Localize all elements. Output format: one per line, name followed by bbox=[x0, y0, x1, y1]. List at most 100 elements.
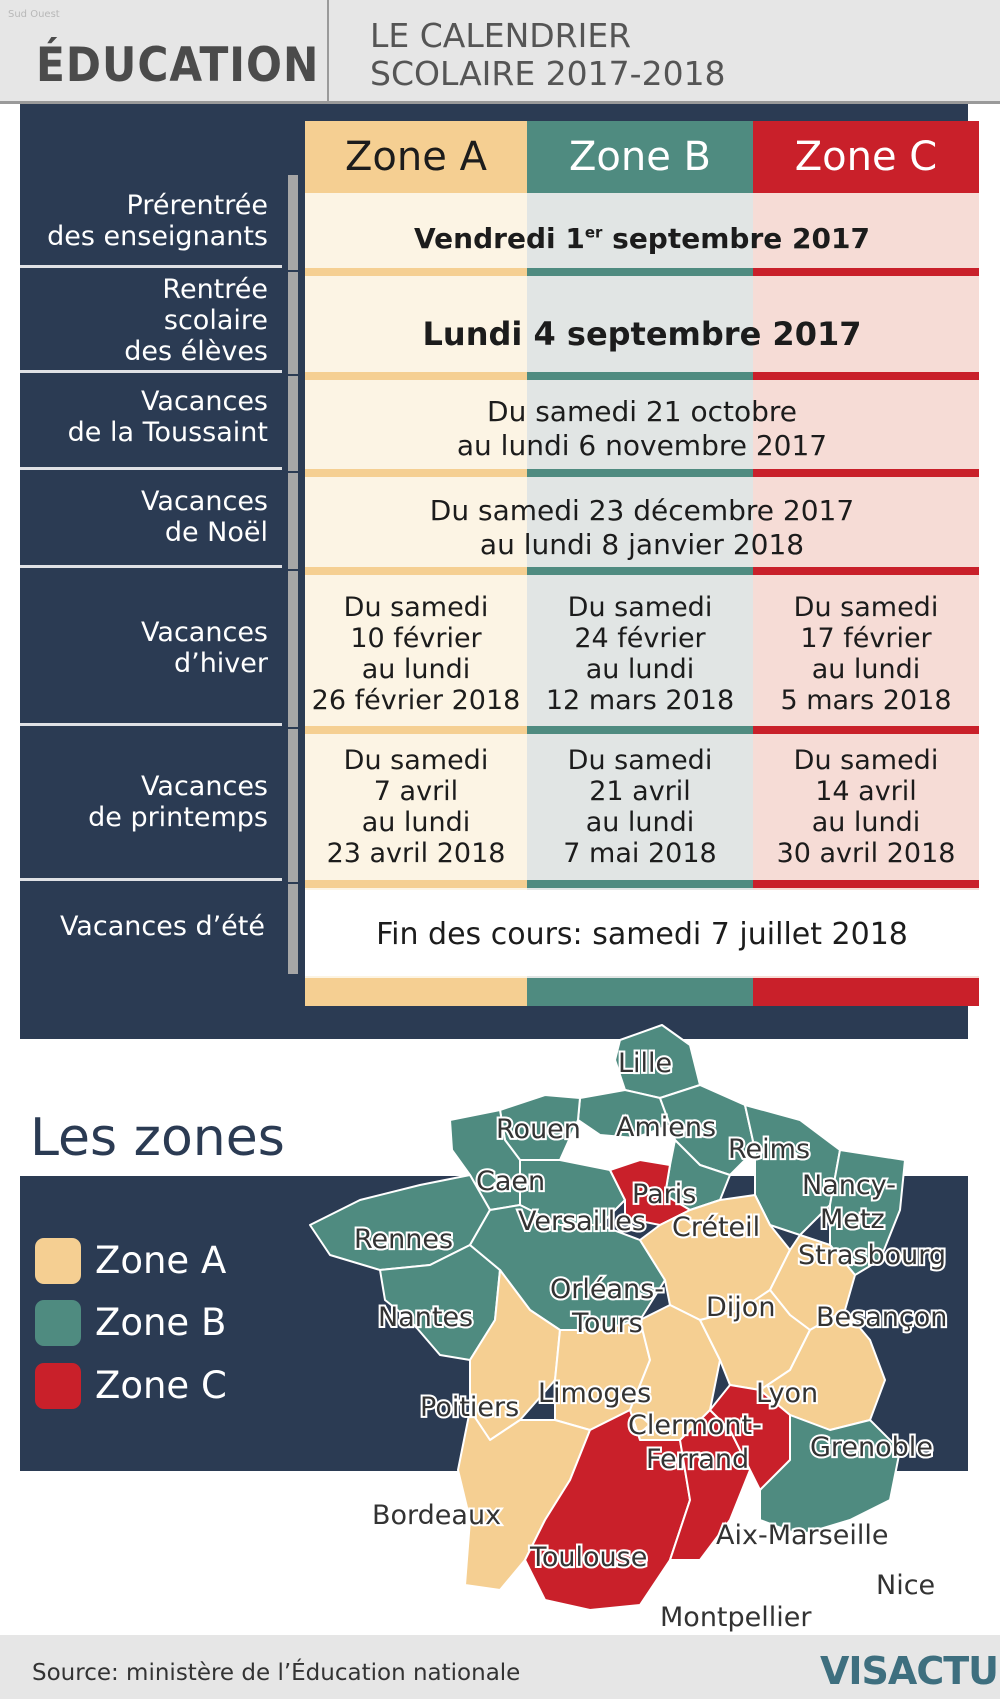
watermark: Sud Ouest bbox=[8, 9, 60, 20]
zone-b-header: Zone B bbox=[527, 121, 753, 193]
region-toulouse bbox=[524, 1409, 691, 1611]
zone-stripe bbox=[753, 726, 979, 734]
page-title-line2: SCOLAIRE 2017-2018 bbox=[370, 54, 726, 93]
row-wedge bbox=[288, 729, 298, 882]
hiver-zone-b: Du samedi 24 février au lundi 12 mars 2018 bbox=[545, 592, 735, 716]
legend-item-zone-a: Zone A bbox=[35, 1238, 335, 1284]
row-wedge bbox=[288, 884, 298, 974]
zone-stripe bbox=[305, 268, 527, 276]
row-divider bbox=[20, 467, 282, 470]
printemps-zone-b: Du samedi 21 avril au lundi 7 mai 2018 bbox=[563, 745, 717, 869]
zone-b-swatch bbox=[35, 1300, 81, 1346]
footer: Source: ministère de l’Éducation nationa… bbox=[0, 1635, 1000, 1699]
row-divider bbox=[20, 565, 282, 568]
source-text: Source: ministère de l’Éducation nationa… bbox=[32, 1660, 521, 1686]
row-wedge bbox=[288, 175, 298, 270]
map-label-orleans: Orléans- bbox=[550, 1274, 664, 1305]
zone-c-header: Zone C bbox=[753, 121, 979, 193]
visactu-logo: VISACTU bbox=[820, 1649, 999, 1693]
map-label-paris: Paris bbox=[632, 1179, 696, 1210]
zone-stripe bbox=[527, 880, 753, 888]
noel-dates: Du samedi 23 décembre 2017 au lundi 8 jan… bbox=[429, 494, 855, 561]
page-title-line1: LE CALENDRIER bbox=[370, 16, 632, 55]
zone-stripe bbox=[527, 268, 753, 276]
zone-stripe bbox=[527, 372, 753, 380]
legend-item-zone-b: Zone B bbox=[35, 1300, 335, 1346]
map-label-strasbourg: Strasbourg bbox=[798, 1240, 946, 1271]
zone-stripe bbox=[753, 372, 979, 380]
map-label-toulouse: Toulouse bbox=[529, 1542, 647, 1573]
map-label-bordeaux: Bordeaux bbox=[372, 1500, 501, 1531]
map-label-lyon: Lyon bbox=[756, 1378, 818, 1409]
printemps-zone-c: Du samedi 14 avril au lundi 30 avril 2018 bbox=[776, 745, 956, 869]
zone-stripe bbox=[305, 978, 527, 1006]
toussaint-dates: Du samedi 21 octobre au lundi 6 novembre … bbox=[456, 395, 828, 462]
row-wedge bbox=[288, 571, 298, 727]
zone-stripe bbox=[305, 372, 527, 380]
map-label-lille: Lille bbox=[618, 1048, 672, 1079]
row-label-toussaint: Vacances de la Toussaint bbox=[67, 386, 268, 448]
rentree-date: Lundi 4 septembre 2017 bbox=[422, 315, 862, 353]
zone-stripe bbox=[753, 469, 979, 477]
zone-stripe bbox=[527, 978, 753, 1006]
zone-a-column bbox=[305, 193, 527, 1006]
header: Sud Ouest ÉDUCATION LE CALENDRIER SCOLAI… bbox=[0, 0, 1000, 104]
prerentree-date: Vendredi 1er septembre 2017 bbox=[414, 222, 870, 255]
row-label-rentree: Rentrée scolaire des élèves bbox=[124, 274, 268, 367]
region-aix-marseille-east bbox=[759, 1414, 901, 1536]
hiver-zone-c: Du samedi 17 février au lundi 5 mars 2018 bbox=[780, 592, 952, 716]
map-label-rouen: Rouen bbox=[496, 1114, 581, 1145]
printemps-zone-a: Du samedi 7 avril au lundi 23 avril 2018 bbox=[326, 745, 506, 869]
map-label-amiens: Amiens bbox=[616, 1112, 716, 1143]
zone-stripe bbox=[753, 567, 979, 575]
map-label-nantes: Nantes bbox=[378, 1302, 473, 1333]
row-wedge bbox=[288, 272, 298, 374]
zone-stripe bbox=[305, 880, 527, 888]
map-label-montpellier: Montpellier bbox=[660, 1602, 812, 1633]
map-label-tours: Tours bbox=[571, 1308, 643, 1339]
zone-stripe bbox=[305, 567, 527, 575]
hiver-zone-a: Du samedi 10 février au lundi 26 février 20… bbox=[311, 592, 521, 716]
map-label-creteil: Créteil bbox=[672, 1212, 760, 1243]
zone-stripe bbox=[527, 469, 753, 477]
zone-stripe bbox=[527, 726, 753, 734]
zone-stripe bbox=[305, 726, 527, 734]
row-divider bbox=[20, 370, 282, 373]
row-label-ete: Vacances d’été bbox=[59, 911, 265, 942]
map-label-grenoble: Grenoble bbox=[810, 1432, 933, 1463]
row-label-noel: Vacances de Noël bbox=[141, 486, 268, 548]
legend-item-zone-c: Zone C bbox=[35, 1363, 335, 1409]
region-amiens bbox=[577, 1089, 671, 1139]
row-wedge bbox=[288, 473, 298, 569]
map-label-reims: Reims bbox=[728, 1134, 810, 1165]
ete-date: Fin des cours: samedi 7 juillet 2018 bbox=[376, 917, 908, 952]
summer-band bbox=[305, 890, 979, 976]
region-strasbourg bbox=[829, 1149, 906, 1276]
zone-stripe bbox=[753, 978, 979, 1006]
map-label-versailles: Versailles bbox=[518, 1206, 646, 1237]
zone-c-column bbox=[753, 193, 979, 1006]
row-divider bbox=[20, 723, 282, 726]
row-wedge bbox=[288, 376, 298, 471]
header-divider bbox=[327, 0, 329, 101]
map-label-caen: Caen bbox=[476, 1166, 545, 1197]
section-title: ÉDUCATION bbox=[36, 38, 320, 93]
row-divider bbox=[20, 878, 282, 881]
map-label-nice: Nice bbox=[876, 1570, 935, 1601]
row-divider bbox=[20, 265, 282, 268]
france-map: Lille Rouen Amiens Reims Caen Paris Nanc… bbox=[309, 1024, 949, 1635]
row-label-prerentree: Prérentrée des enseignants bbox=[47, 190, 268, 252]
legend-title: Les zones bbox=[30, 1108, 285, 1168]
zone-stripe bbox=[527, 567, 753, 575]
map-label-ferrand: Ferrand bbox=[646, 1444, 749, 1475]
zone-a-swatch bbox=[35, 1238, 81, 1284]
map-label-limoges: Limoges bbox=[538, 1378, 651, 1409]
map-label-nancy: Nancy- bbox=[802, 1170, 896, 1201]
map-label-rennes: Rennes bbox=[354, 1224, 453, 1255]
row-label-hiver: Vacances d’hiver bbox=[141, 617, 268, 679]
zone-stripe bbox=[305, 469, 527, 477]
row-label-printemps: Vacances de printemps bbox=[88, 771, 268, 833]
map-label-metz: Metz bbox=[820, 1204, 885, 1235]
zone-stripe bbox=[753, 880, 979, 888]
map-label-besancon: Besançon bbox=[816, 1302, 947, 1333]
